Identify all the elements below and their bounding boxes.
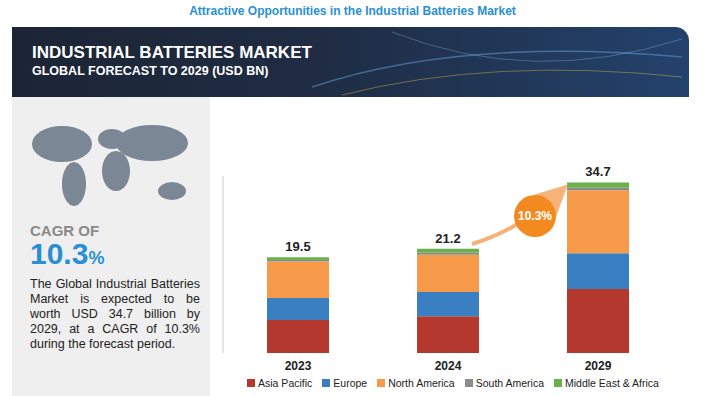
html-text:Asia Pacific: Asia Pacific (258, 377, 313, 389)
svg-text:2023: 2023 (285, 359, 312, 373)
html-text:INDUSTRIAL BATTERIES MARKET: INDUSTRIAL BATTERIES MARKET (32, 43, 312, 62)
svg-text:10.3%: 10.3% (518, 209, 552, 223)
html-text:Middle East & Africa: Middle East & Africa (565, 377, 659, 389)
html-text:Europe: Europe (333, 377, 368, 389)
html-text:North America: North America (388, 377, 455, 389)
svg-text:34.7: 34.7 (585, 164, 610, 179)
svg-text:21.2: 21.2 (435, 231, 460, 246)
html-text:10.3%: 10.3% (30, 237, 105, 270)
svg-text:2024: 2024 (435, 359, 462, 373)
svg-text:2029: 2029 (585, 359, 612, 373)
html-text:The Global Industrial Batterie: The Global Industrial Batteries Market i… (30, 277, 200, 351)
html-text:CAGR OF: CAGR OF (30, 222, 100, 239)
html-text:South America: South America (475, 377, 544, 389)
html-text:Attractive Opportunities in th: Attractive Opportunities in the Industri… (189, 4, 516, 18)
svg-text:19.5: 19.5 (285, 239, 310, 254)
html-text:GLOBAL FORECAST TO 2029 (USD B: GLOBAL FORECAST TO 2029 (USD BN) (32, 64, 269, 78)
